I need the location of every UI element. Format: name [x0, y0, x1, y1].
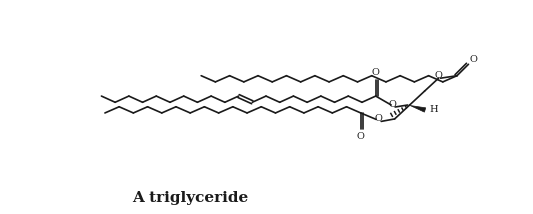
Text: O: O: [389, 100, 397, 108]
Text: O: O: [470, 55, 478, 64]
Text: O: O: [434, 71, 442, 80]
Text: O: O: [372, 68, 379, 77]
Text: O: O: [374, 114, 382, 123]
Text: H: H: [429, 106, 438, 114]
Text: A triglyceride: A triglyceride: [132, 191, 248, 205]
Text: O: O: [357, 132, 365, 141]
Polygon shape: [410, 106, 426, 112]
